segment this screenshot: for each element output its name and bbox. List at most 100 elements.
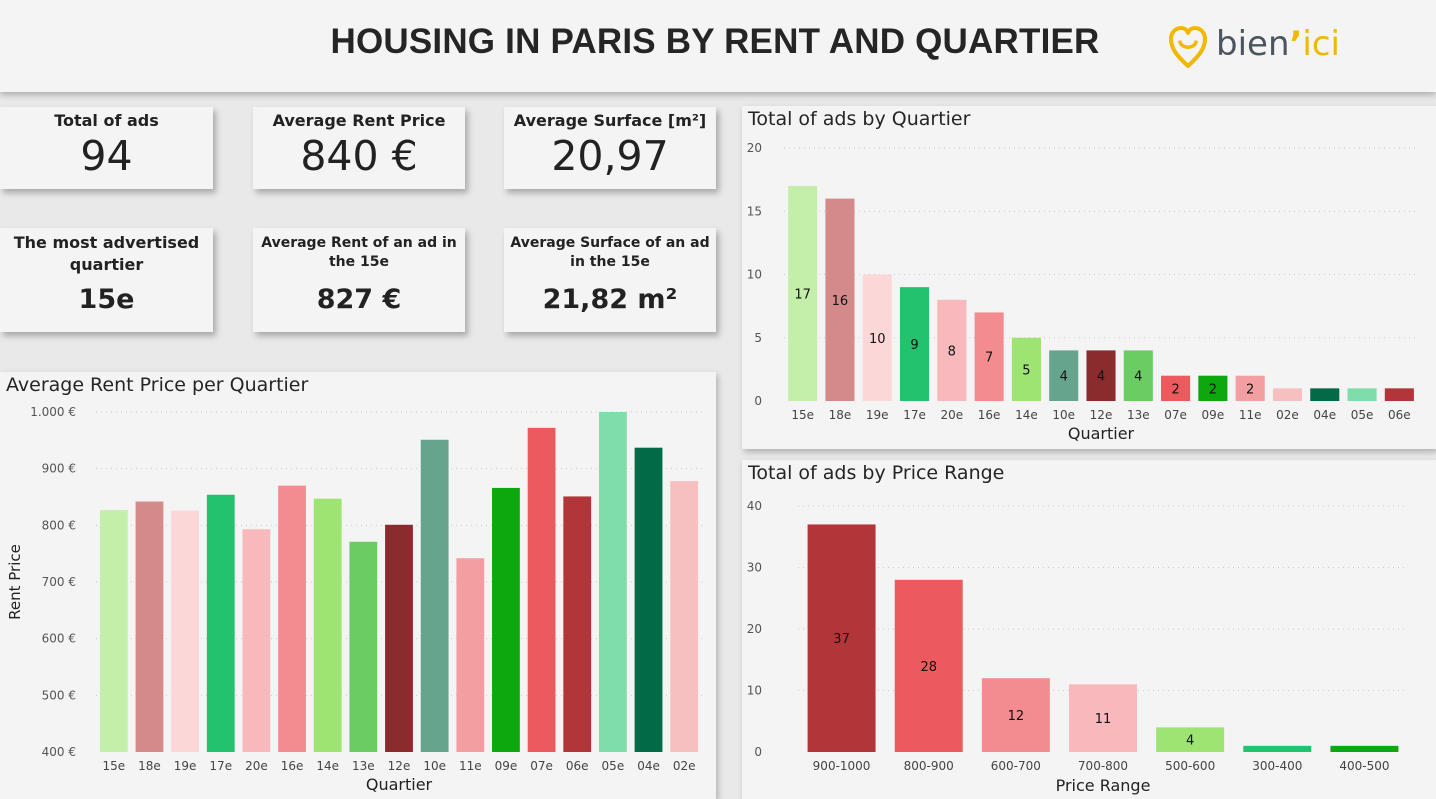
x-tick-label: 800-900 <box>904 759 954 773</box>
x-tick-label: 12e <box>1090 408 1113 422</box>
x-tick-label: 14e <box>316 759 339 773</box>
x-tick-label: 07e <box>1164 408 1187 422</box>
ads-chart-panel: Total of ads by Quartier 0 5 10 15 20 15e 17 18… <box>742 106 1436 449</box>
y-tick-label: 800 € <box>42 518 76 532</box>
x-tick-label: 15e <box>791 408 814 422</box>
x-tick-label: 06e <box>1388 408 1411 422</box>
data-label: 12 <box>1008 709 1025 724</box>
x-tick-label: 12e <box>388 759 411 773</box>
kpi-total-ads: Total of ads 94 <box>0 107 213 189</box>
page-title: HOUSING IN PARIS BY RENT AND QUARTIER <box>330 22 1100 61</box>
bar <box>1123 350 1153 401</box>
kpi-value: 94 <box>80 132 133 180</box>
data-label: 2 <box>1246 382 1254 397</box>
kpi-value: 21,82 m² <box>542 284 678 315</box>
bar <box>862 274 892 401</box>
bar <box>981 678 1050 752</box>
chart-title: Total of ads by Quartier <box>748 108 971 130</box>
data-label: 11 <box>1095 712 1112 727</box>
kpi-most-advertised-quartier: The most advertised quartier 15e <box>0 228 213 332</box>
data-label: 4 <box>1134 370 1142 385</box>
bar <box>1384 388 1414 401</box>
bar <box>242 529 271 752</box>
bar <box>899 287 930 401</box>
bar <box>349 541 378 752</box>
x-tick-label: 02e <box>1276 408 1299 422</box>
data-label: 28 <box>920 660 937 675</box>
kpi-average-surface-15e: Average Surface of an ad in the 15e 21,8… <box>504 228 716 332</box>
x-tick-label: 19e <box>866 408 889 422</box>
y-axis-title: Rent Price <box>6 544 24 620</box>
x-tick-label: 18e <box>829 408 852 422</box>
x-tick-label: 500-600 <box>1165 759 1215 773</box>
data-label: 9 <box>910 338 918 353</box>
header-bar: HOUSING IN PARIS BY RENT AND QUARTIER bi… <box>0 0 1436 92</box>
bar <box>825 198 855 401</box>
kpi-average-rent-15e: Average Rent of an ad in the 15e 827 € <box>253 228 465 332</box>
bar <box>456 558 485 752</box>
y-tick-label: 1.000 € <box>30 405 76 419</box>
kpi-average-surface: Average Surface [m²] 20,97 <box>504 107 716 189</box>
bar <box>1049 350 1079 401</box>
data-label: 2 <box>1209 382 1217 397</box>
x-tick-label: 06e <box>566 759 589 773</box>
y-tick-label: 5 <box>754 331 762 345</box>
bar <box>1347 388 1377 401</box>
bar <box>974 312 1004 401</box>
bar <box>1272 388 1303 401</box>
bar <box>1310 388 1340 401</box>
y-tick-label: 600 € <box>42 632 76 646</box>
data-label: 5 <box>1022 363 1030 378</box>
y-tick-label: 15 <box>747 204 762 218</box>
ads-by-quartier-chart: 0 5 10 15 20 15e 17 18e 16 19e 10 17e 9 20e 8 16e 7 14e 5 1… <box>747 141 1418 443</box>
x-tick-label: 20e <box>940 408 963 422</box>
bar <box>788 185 818 401</box>
x-tick-label: 10e <box>1052 408 1075 422</box>
chart-title: Average Rent Price per Quartier <box>6 374 309 396</box>
bar <box>1198 375 1228 401</box>
x-tick-label: 600-700 <box>991 759 1041 773</box>
y-tick-label: 30 <box>747 561 762 575</box>
kpi-value: 840 € <box>300 132 418 180</box>
bar <box>135 501 164 752</box>
y-tick-label: 400 € <box>42 745 76 759</box>
x-tick-label: 02e <box>673 759 696 773</box>
x-tick-label: 14e <box>1015 408 1038 422</box>
data-label: 4 <box>1186 734 1194 749</box>
y-tick-label: 20 <box>747 622 762 636</box>
kpi-value: 15e <box>78 284 135 315</box>
bienici-logo: bien’ici <box>1168 22 1378 70</box>
bar <box>206 494 235 752</box>
x-tick-label: 17e <box>209 759 232 773</box>
y-tick-label: 700 € <box>42 575 76 589</box>
x-tick-label: 09e <box>1202 408 1225 422</box>
kpi-label: Average Surface of an ad in the 15e <box>510 235 710 270</box>
kpi-label: The most advertised quartier <box>13 233 200 274</box>
data-label: 16 <box>832 294 849 309</box>
x-axis-title: Price Range <box>1056 776 1151 795</box>
bar <box>807 524 876 752</box>
data-label: 4 <box>1097 370 1105 385</box>
y-tick-label: 10 <box>747 268 762 282</box>
y-tick-label: 20 <box>747 141 762 155</box>
x-tick-label: 16e <box>978 408 1001 422</box>
kpi-label: Average Rent Price <box>272 111 446 130</box>
y-tick-label: 0 <box>754 394 762 408</box>
ads-by-price-range-chart: 0 10 20 30 40 900-1000 37 800-900 28 600-700 12 700… <box>747 499 1408 795</box>
data-label: 2 <box>1171 382 1179 397</box>
chart-title: Total of ads by Price Range <box>748 462 1005 484</box>
bar <box>527 427 556 752</box>
x-tick-label: 700-800 <box>1078 759 1128 773</box>
rent-price-chart: 400 € 500 € 600 € 700 € 800 € 900 € 1.000 € 15e… <box>6 405 702 794</box>
kpi-average-rent: Average Rent Price 840 € <box>253 107 465 189</box>
bar <box>1161 375 1191 401</box>
kpi-label: Average Surface [m²] <box>513 111 707 130</box>
x-axis-title: Quartier <box>366 775 433 794</box>
x-tick-label: 20e <box>245 759 268 773</box>
bar <box>1243 745 1312 752</box>
x-tick-label: 16e <box>281 759 304 773</box>
x-tick-label: 13e <box>1127 408 1150 422</box>
bar <box>563 496 592 752</box>
x-tick-label: 11e <box>1239 408 1262 422</box>
bar <box>278 485 306 752</box>
